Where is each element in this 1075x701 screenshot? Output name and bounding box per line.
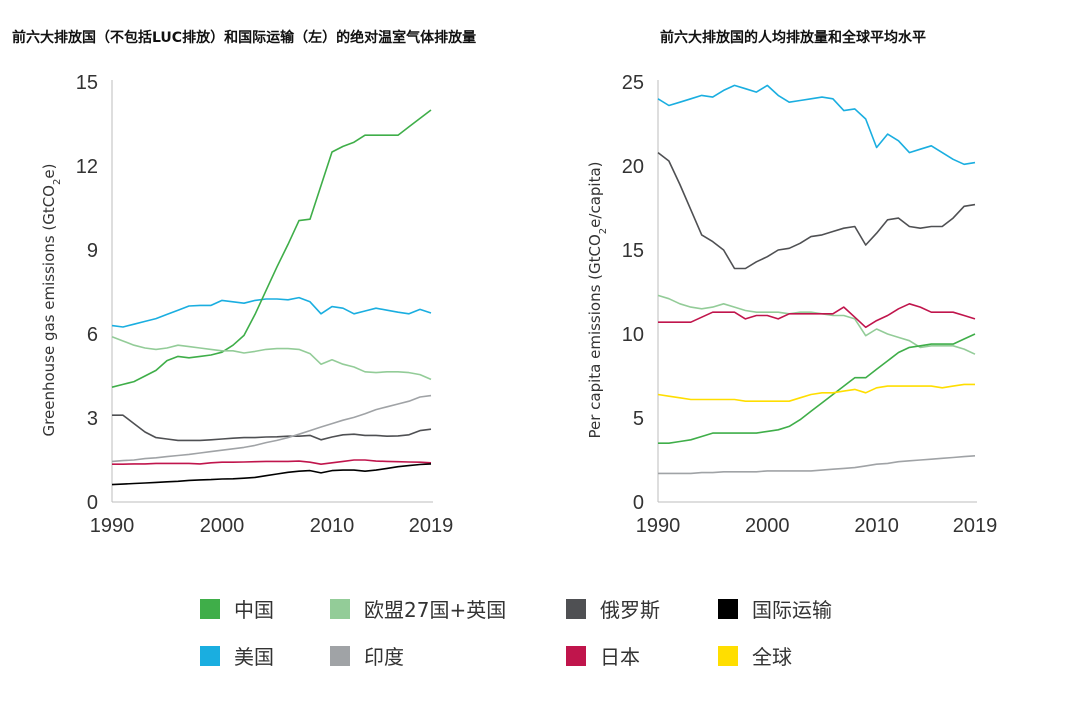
x-tick-label: 1990 <box>636 515 681 537</box>
x-tick-label: 2000 <box>745 515 790 537</box>
left-chart: 0 3 6 9 12 15 1990 2000 2010 2019 Greenhouse gas e… <box>40 72 453 537</box>
y-tick-label: 0 <box>87 492 98 514</box>
y-tick-label: 9 <box>87 240 98 262</box>
series-line <box>112 459 432 466</box>
y-tick-label: 25 <box>622 72 644 94</box>
y-tick-label: 5 <box>633 408 644 430</box>
series-line <box>658 302 976 329</box>
right-chart-title: 前六大排放国的人均排放量和全球平均水平 <box>660 30 926 46</box>
y-tick-label: 0 <box>633 492 644 514</box>
y-axis-label: Greenhouse gas emissions (GtCO2e) <box>40 164 63 437</box>
x-tick-label: 1990 <box>90 515 135 537</box>
y-tick-label: 12 <box>76 156 98 178</box>
series-line <box>657 84 976 166</box>
series-line <box>111 463 432 486</box>
x-tick-label: 2019 <box>409 515 454 537</box>
y-tick-label: 6 <box>87 324 98 346</box>
x-tick-label: 2010 <box>854 515 899 537</box>
series-line <box>658 455 976 475</box>
series-line <box>658 333 976 445</box>
y-tick-label: 15 <box>76 72 98 94</box>
x-tick-label: 2010 <box>310 515 355 537</box>
y-tick-label: 15 <box>622 240 644 262</box>
y-tick-label: 10 <box>622 324 644 346</box>
left-chart-title: 前六大排放国（不包括LUC排放）和国际运输（左）的绝对温室气体排放量 <box>12 30 477 46</box>
y-tick-label: 20 <box>622 156 644 178</box>
right-chart: 0 5 10 15 20 25 1990 2000 2010 2019 Per capita emi… <box>586 72 997 537</box>
series-line <box>657 383 975 403</box>
series-line <box>111 109 432 388</box>
series-line <box>111 296 432 328</box>
y-axis-label: Per capita emissions (GtCO2e/capita) <box>586 161 609 438</box>
series-line <box>111 394 432 463</box>
series-line <box>657 151 976 270</box>
y-tick-label: 3 <box>87 408 98 430</box>
series-line <box>111 336 432 381</box>
series-line <box>112 414 432 442</box>
x-tick-label: 2000 <box>200 515 245 537</box>
x-tick-label: 2019 <box>953 515 998 537</box>
